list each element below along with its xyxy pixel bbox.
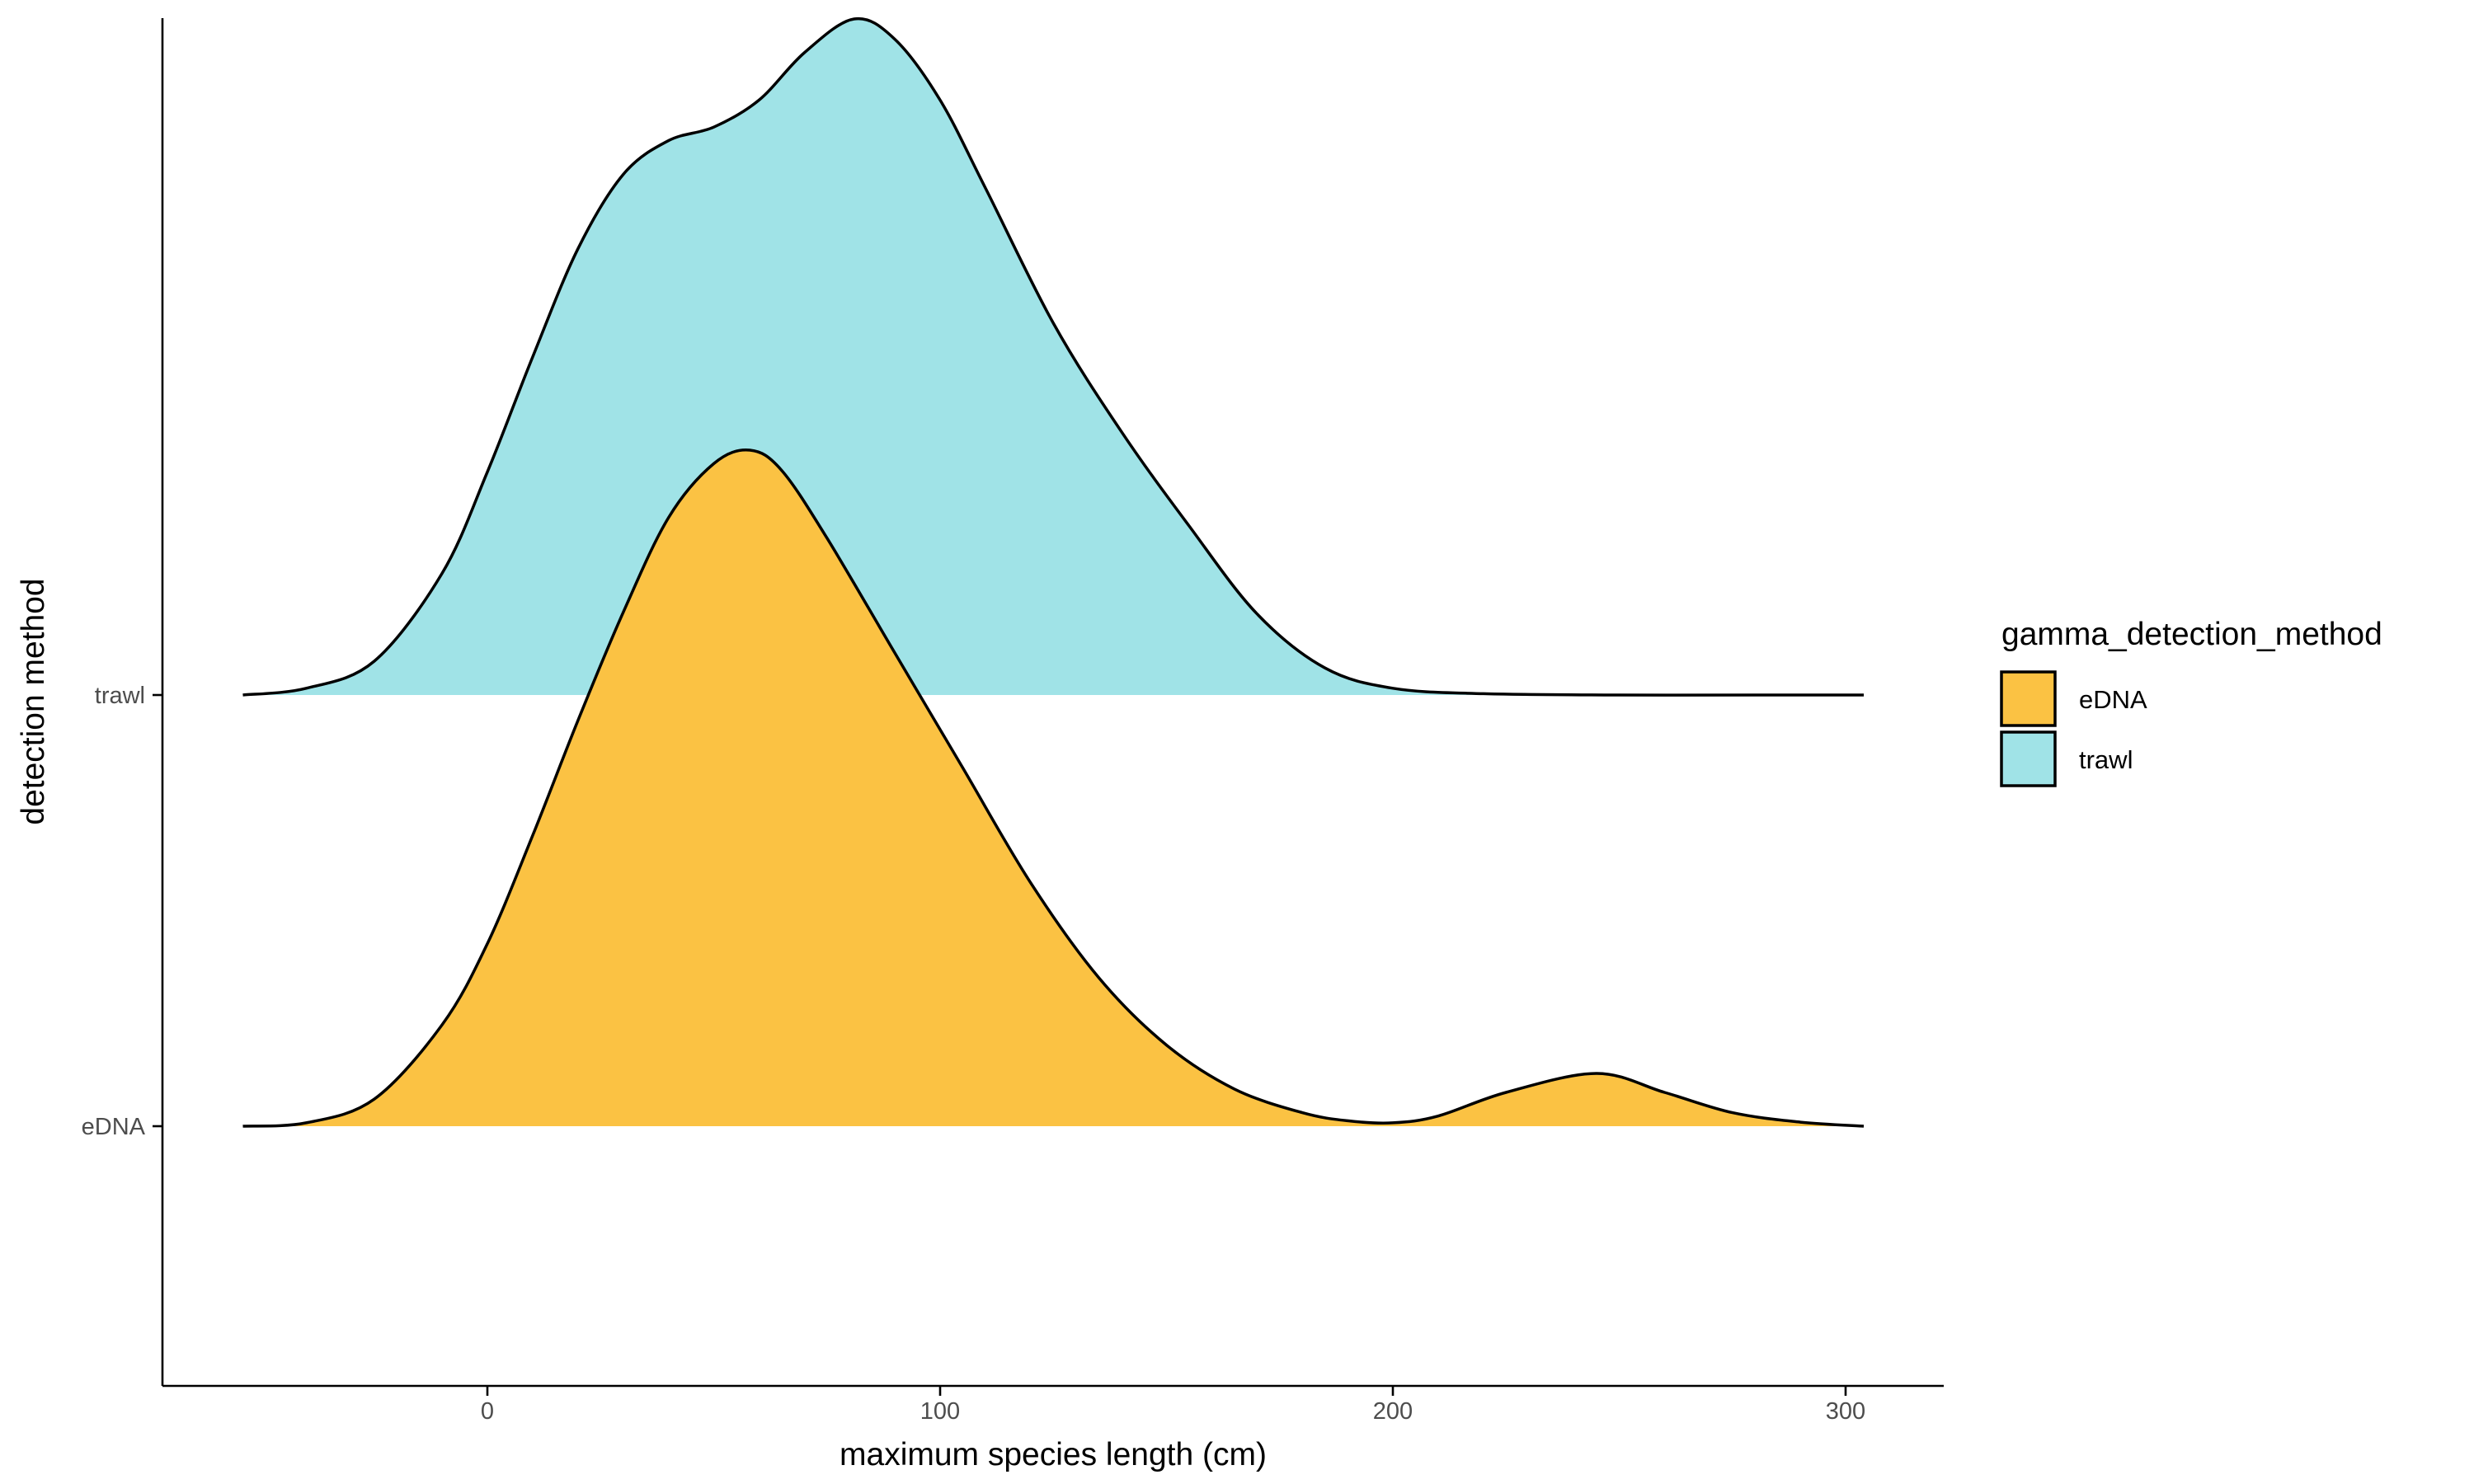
legend-key-trawl — [2000, 730, 2057, 787]
plot-area — [242, 16, 1865, 1128]
x-tick-label-300: 300 — [1826, 1398, 1865, 1425]
x-tick-label-0: 0 — [481, 1398, 494, 1425]
ridge-line-eDNA — [242, 448, 1865, 1128]
legend-key-eDNA — [2000, 670, 2057, 727]
x-tick-label-100: 100 — [920, 1398, 960, 1425]
ridge-line-trawl — [242, 16, 1864, 697]
x-tick-label-200: 200 — [1373, 1398, 1413, 1425]
legend-title: gamma_detection_method — [2001, 617, 2382, 652]
ridge-fill-eDNA — [242, 449, 1864, 1126]
ridge-eDNA — [242, 448, 1865, 1128]
y-axis-title: detection method — [16, 578, 51, 824]
legend-item-trawl: trawl — [2000, 730, 2133, 787]
legend: gamma_detection_method eDNA trawl — [2000, 617, 2382, 787]
legend-item-eDNA: eDNA — [2000, 670, 2147, 727]
y-tick-label-trawl: trawl — [95, 683, 145, 709]
legend-items: eDNA trawl — [2000, 670, 2147, 787]
y-tick-label-eDNA: eDNA — [82, 1114, 146, 1140]
legend-label-trawl: trawl — [2079, 745, 2133, 774]
x-axis-title: maximum species length (cm) — [840, 1437, 1267, 1472]
y-axis-ticks: eDNA trawl — [82, 683, 162, 1140]
ridge-trawl — [242, 16, 1864, 697]
ridge-fill-trawl — [242, 18, 1864, 696]
x-axis-ticks: 0 100 200 300 — [481, 1386, 1865, 1425]
legend-label-eDNA: eDNA — [2079, 685, 2147, 714]
